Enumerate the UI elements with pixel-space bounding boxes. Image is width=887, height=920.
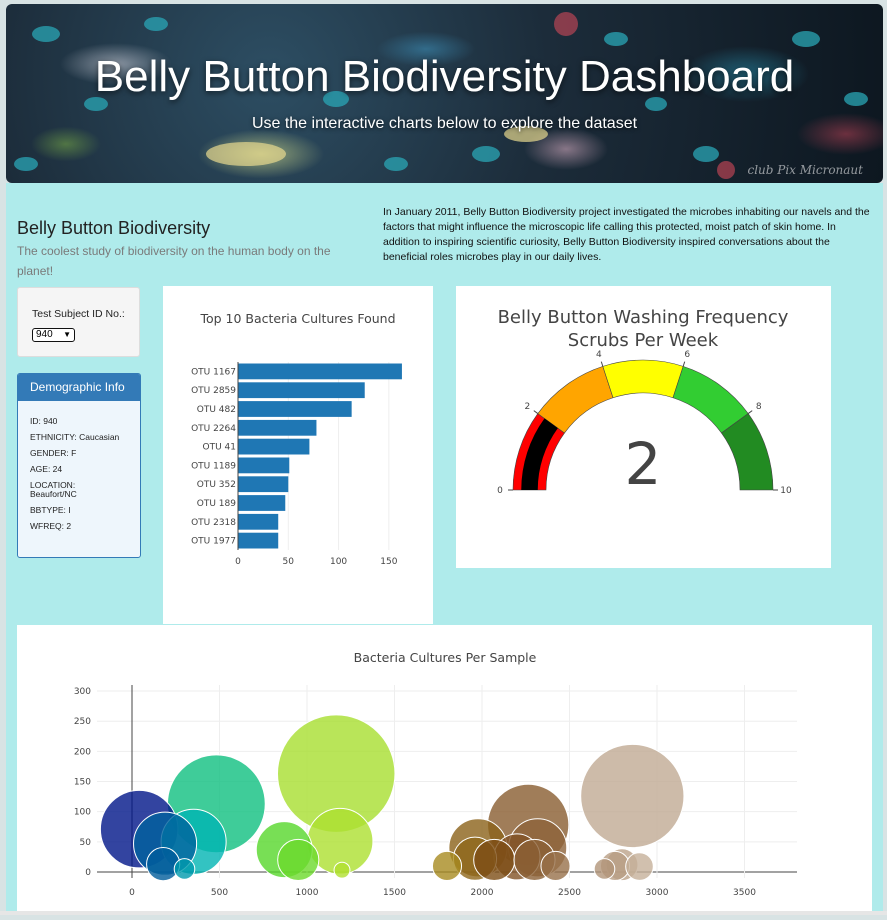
bubble-x-tick-label: 3000: [646, 888, 669, 898]
bubble-point: [625, 852, 654, 881]
bubble-point: [277, 838, 320, 881]
bubble-point: [580, 743, 685, 849]
bubble-chart-card: Bacteria Cultures Per Sample 0 50 100 150 200…: [17, 625, 872, 915]
bar-category-label: OTU 1977: [191, 537, 236, 547]
bubble-chart-title: Bacteria Cultures Per Sample: [354, 650, 537, 665]
gauge-tick-label: 2: [524, 402, 530, 412]
bar-category-label: OTU 41: [203, 443, 236, 453]
subject-id-dropdown[interactable]: 940 ▼: [32, 328, 75, 342]
demographic-header: Demographic Info: [18, 374, 140, 401]
bubble-x-tick-label: 3500: [733, 888, 756, 898]
gauge-tick-label: 10: [780, 486, 792, 496]
bar: [238, 495, 286, 511]
bar-category-label: OTU 2264: [191, 424, 236, 434]
hero-background-image: [14, 12, 868, 179]
bar: [238, 438, 310, 455]
bar: [238, 457, 290, 474]
bar-chart-card: Top 10 Bacteria Cultures Found 0 50 100 150 O…: [163, 286, 433, 624]
gauge-value-bar: [521, 418, 558, 490]
demographic-row: ETHNICITY: Caucasian: [30, 432, 120, 442]
bar-category-label: OTU 189: [197, 499, 236, 509]
gauge-title-line-1: Belly Button Washing Frequency: [498, 307, 789, 328]
demographic-panel: Demographic Info ID: 940 ETHNICITY: Cauc…: [17, 373, 141, 558]
hero-subtitle: Use the interactive charts below to expl…: [251, 115, 638, 132]
demographic-row: AGE: 24: [30, 464, 63, 474]
bubble-y-tick-label: 100: [74, 808, 91, 818]
main-content: Belly Button Biodiversity The coolest st…: [6, 183, 883, 915]
bar: [238, 401, 352, 417]
bar-category-label: OTU 2318: [191, 518, 236, 528]
bubble-x-tick-label: 1500: [383, 888, 406, 898]
about-description: In January 2011, Belly Button Biodiversi…: [383, 206, 870, 263]
bar-category-label: OTU 352: [197, 480, 236, 490]
subject-selector-label: Test Subject ID No.:: [32, 308, 125, 320]
gauge-value-label: 2: [625, 430, 662, 498]
bubble-point: [431, 850, 463, 881]
bar-category-label: OTU 2859: [191, 386, 236, 396]
gauge-title-line-2: Scrubs Per Week: [568, 330, 719, 351]
bubble-y-tick-label: 50: [80, 838, 92, 848]
bubble-point: [593, 858, 616, 880]
bubble-x-tick-label: 1000: [296, 888, 319, 898]
demographic-body: ID: 940 ETHNICITY: Caucasian GENDER: F A…: [18, 401, 140, 531]
bar-x-tick-label: 50: [283, 557, 295, 567]
bubble-x-tick-label: 2500: [558, 888, 581, 898]
gauge-tick-label: 0: [497, 486, 503, 496]
about-title: Belly Button Biodiversity: [17, 218, 211, 238]
gauge-tick-label: 4: [596, 350, 602, 360]
gauge-chart-card: Belly Button Washing Frequency Scrubs Per…: [456, 286, 831, 568]
bar: [238, 476, 289, 493]
hero-title: Belly Button Biodiversity Dashboard: [94, 52, 795, 101]
bubble-y-tick-label: 200: [74, 747, 91, 757]
bubble-point: [173, 858, 196, 880]
bubble-point: [540, 850, 571, 881]
hero-watermark: club Pix Micronaut: [747, 163, 863, 177]
hero-banner: Belly Button Biodiversity Dashboard Use …: [6, 4, 883, 183]
bubble-x-tick-label: 0: [129, 888, 135, 898]
bubble-y-tick-label: 150: [74, 778, 91, 788]
bar: [238, 419, 317, 436]
horizontal-scrollbar[interactable]: [0, 911, 887, 915]
demographic-row: ID: 940: [30, 416, 58, 426]
bar: [238, 382, 365, 399]
bar-category-label: OTU 1167: [191, 367, 236, 377]
bar-chart-title: Top 10 Bacteria Cultures Found: [199, 311, 395, 326]
chevron-down-icon: ▼: [63, 330, 71, 339]
bar-chart[interactable]: Top 10 Bacteria Cultures Found 0 50 100 150 O…: [163, 286, 433, 624]
bubble-point: [146, 847, 181, 882]
bar-category-label: OTU 1189: [191, 461, 236, 471]
subject-id-value: 940: [36, 329, 53, 340]
demographic-row: LOCATION: Beaufort/NC: [30, 480, 77, 499]
subject-selector-panel: Test Subject ID No.: 940 ▼: [17, 287, 140, 357]
demographic-row: WFREQ: 2: [30, 521, 72, 531]
gauge-tick: [747, 410, 753, 414]
bubble-point: [473, 838, 516, 881]
bar: [238, 513, 279, 530]
about-subtitle: The coolest study of biodiversity on the…: [17, 244, 331, 278]
bar-x-tick-label: 150: [380, 557, 397, 567]
gauge-tick: [533, 410, 539, 414]
bubble-y-tick-label: 250: [74, 717, 91, 727]
gauge-tick: [682, 361, 686, 367]
bar-category-label: OTU 482: [197, 405, 236, 415]
bar: [238, 363, 402, 380]
bubble-point: [333, 861, 351, 879]
bar-x-tick-label: 100: [330, 557, 347, 567]
bubble-x-tick-label: 2000: [471, 888, 494, 898]
demographic-row: BBTYPE: I: [30, 505, 71, 515]
bar-x-tick-label: 0: [235, 557, 241, 567]
gauge-step-band: [721, 413, 774, 491]
bubble-x-tick-label: 500: [211, 888, 228, 898]
bubble-y-tick-label: 300: [74, 687, 91, 697]
gauge-tick: [600, 361, 604, 367]
bubble-chart[interactable]: Bacteria Cultures Per Sample 0 50 100 150 200…: [17, 625, 872, 915]
gauge-tick-label: 6: [684, 350, 690, 360]
bar: [238, 532, 279, 549]
demographic-row: GENDER: F: [30, 448, 77, 458]
bubble-y-tick-label: 0: [85, 868, 91, 878]
gauge-step-band: [602, 359, 684, 399]
gauge-tick-label: 8: [756, 402, 762, 412]
